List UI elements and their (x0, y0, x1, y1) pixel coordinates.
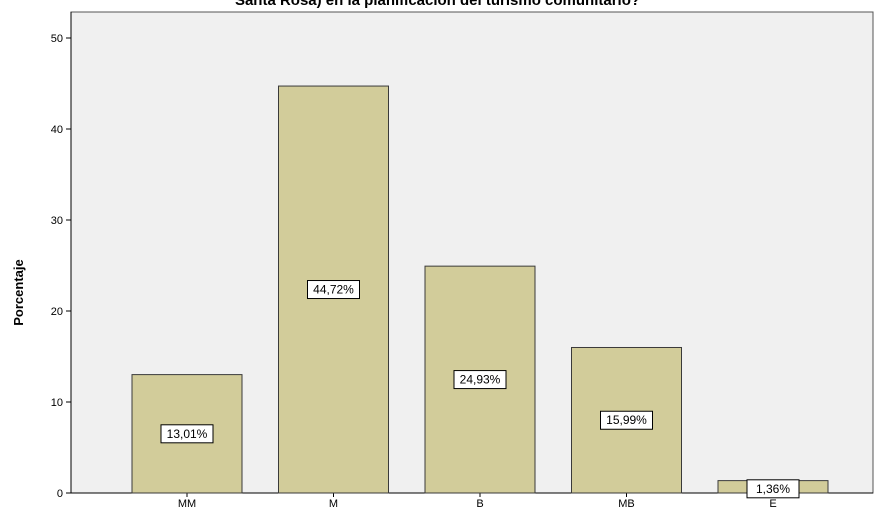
y-tick-label: 20 (51, 306, 63, 318)
bar-m (278, 85, 389, 494)
y-axis: 0 10 20 30 40 50 (51, 12, 72, 500)
data-label: 24,93% (460, 373, 501, 387)
y-tick-label: 40 (51, 124, 63, 136)
data-label: 15,99% (606, 413, 647, 427)
chart-title: Santa Rosa) en la planificación del turi… (234, 0, 641, 9)
y-tick-label: 10 (51, 397, 63, 409)
data-label-box (453, 370, 507, 390)
data-labels: 13,01% 44,72% 24,93% 15,99% 1,36% (160, 280, 800, 499)
data-label: 44,72% (313, 283, 354, 297)
y-tick-label: 50 (51, 33, 63, 45)
y-axis-label: Porcentaje (11, 259, 26, 325)
x-tick-label: MB (618, 498, 635, 510)
bars (131, 85, 829, 494)
data-label-box (160, 424, 214, 444)
x-tick-label: E (769, 498, 776, 510)
data-label: 13,01% (167, 427, 208, 441)
x-tick-label: M (329, 498, 338, 510)
data-label-box (600, 410, 653, 430)
data-label-box (746, 479, 800, 499)
data-label-box (307, 280, 360, 300)
y-tick-label: 0 (57, 488, 63, 500)
y-tick-label: 30 (51, 215, 63, 227)
x-tick-label: B (476, 498, 483, 510)
x-tick-label: MM (178, 498, 196, 510)
data-label: 1,36% (756, 482, 790, 496)
